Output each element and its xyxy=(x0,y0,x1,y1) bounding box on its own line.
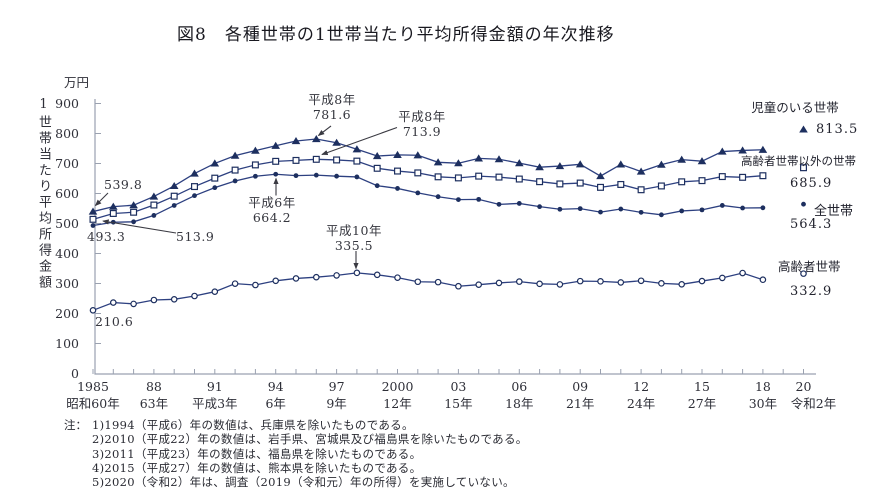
annotation-all-peak-era: 平成6年 xyxy=(248,195,296,210)
legend-children-value: 813.5 xyxy=(816,122,859,137)
annotation-elderly-peak-era: 平成10年 xyxy=(326,223,382,238)
x-era-label-2003: 15年 xyxy=(444,396,473,411)
x-year-label-1988: 88 xyxy=(145,379,162,394)
series-all-households xyxy=(90,171,806,228)
annotation-all-start-value: 493.3 xyxy=(87,229,126,244)
legend-non-elderly-label: 高齢者世帯以外の世帯 xyxy=(741,154,856,168)
x-era-label-2006: 18年 xyxy=(505,396,534,411)
y-tick-label-100: 100 xyxy=(55,336,79,351)
x-year-label-2015: 15 xyxy=(694,379,710,394)
y-axis-unit-label: 万円 xyxy=(64,75,90,90)
x-year-label-2009: 09 xyxy=(572,379,589,394)
x-year-label-1997: 97 xyxy=(328,379,345,394)
note-line-3: 3)2011（平成23）年の数値は、福島県を除いたものである。 xyxy=(92,446,422,461)
annotation-non-elderly-peak: 平成8年 713.9 xyxy=(391,109,453,139)
annotation-all-peak: 平成6年 664.2 xyxy=(241,195,303,225)
x-era-label-1994: 6年 xyxy=(265,396,286,411)
legend-all-value: 564.3 xyxy=(790,217,833,232)
annotation-non-elderly-peak-value: 713.9 xyxy=(402,123,442,139)
x-year-label-2018: 18 xyxy=(754,379,771,394)
annotation-all-peak-value: 664.2 xyxy=(252,209,292,225)
annotation-non-elderly-peak-era: 平成8年 xyxy=(398,109,446,124)
series-non-elderly xyxy=(89,155,807,223)
annotation-children-start-value: 539.8 xyxy=(104,177,143,192)
legend-elderly-label: 高齢者世帯 xyxy=(778,259,841,274)
notes-prefix: 注： xyxy=(64,418,87,432)
x-year-label-2003: 03 xyxy=(450,379,467,394)
x-era-label-2020: 令和2年 xyxy=(790,396,837,411)
chart-title: 図8 各種世帯の1世帯当たり平均所得金額の年次推移 xyxy=(177,25,615,45)
y-tick-label-300: 300 xyxy=(55,276,79,291)
legend-children-label: 児童のいる世帯 xyxy=(751,100,839,115)
series-elderly xyxy=(89,269,807,314)
x-era-label-2018: 30年 xyxy=(748,396,778,411)
annotation-non-elderly-start-value: 513.9 xyxy=(176,229,215,244)
y-tick-label-0: 0 xyxy=(71,366,79,381)
legend-all-label: 全世帯 xyxy=(814,204,854,219)
annotation-children-peak: 平成8年 781.6 xyxy=(301,92,363,122)
note-line-4: 4)2015（平成27）年の数値は、熊本県を除いたものである。 xyxy=(92,460,422,475)
annotation-arrows xyxy=(94,125,398,270)
x-year-label-2020: 20 xyxy=(795,379,812,394)
annotation-elderly-peak: 平成10年 335.5 xyxy=(318,223,390,253)
y-tick-label-500: 500 xyxy=(55,216,79,231)
legend-elderly-value: 332.9 xyxy=(790,284,833,299)
axes xyxy=(92,99,816,375)
x-era-label-2012: 24年 xyxy=(626,396,656,411)
y-tick-label-200: 200 xyxy=(55,306,79,321)
x-year-label-1994: 94 xyxy=(267,379,284,394)
x-year-label-2012: 12 xyxy=(633,379,650,394)
x-year-label-1991: 91 xyxy=(206,379,223,394)
x-era-label-2000: 12年 xyxy=(383,396,412,411)
note-line-1: 1)1994（平成6）年の数値は、兵庫県を除いたものである。 xyxy=(92,418,414,432)
y-tick-label-600: 600 xyxy=(55,186,79,201)
note-line-2: 2)2010（平成22）年の数値は、岩手県、宮城県及び福島県を除いたものである。 xyxy=(92,432,528,447)
y-tick-label-800: 800 xyxy=(55,126,79,141)
x-year-label-2000: 2000 xyxy=(381,379,414,394)
x-era-label-1985: 昭和60年 xyxy=(66,396,120,411)
y-axis-title: 1世帯当たり平均所得金額 xyxy=(36,97,51,291)
series-children xyxy=(88,125,808,215)
legend-non-elderly-value: 685.9 xyxy=(790,176,833,191)
annotation-elderly-start-value: 210.6 xyxy=(95,314,134,329)
x-year-label-1985: 1985 xyxy=(77,379,109,394)
annotation-elderly-peak-value: 335.5 xyxy=(334,237,374,253)
x-era-label-2015: 27年 xyxy=(687,396,717,411)
x-era-label-1997: 9年 xyxy=(326,396,347,411)
annotation-children-peak-era: 平成8年 xyxy=(308,92,356,107)
x-era-label-1991: 平成3年 xyxy=(192,396,238,411)
y-tick-label-400: 400 xyxy=(55,246,79,261)
y-tick-label-700: 700 xyxy=(55,156,79,171)
y-tick-label-900: 900 xyxy=(55,96,79,111)
annotation-children-peak-value: 781.6 xyxy=(312,106,352,122)
x-era-label-1988: 63年 xyxy=(139,396,169,411)
x-year-label-2006: 06 xyxy=(511,379,528,394)
note-line-5: 5)2020（令和2）年は、調査（2019（令和元）年の所得）を実施していない。 xyxy=(92,475,515,490)
x-era-label-2009: 21年 xyxy=(565,396,595,411)
